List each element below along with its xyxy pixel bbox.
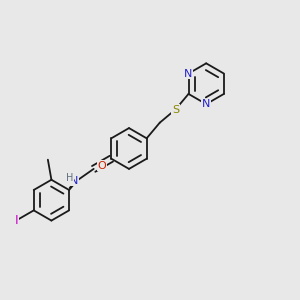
Text: I: I — [14, 214, 18, 227]
Text: N: N — [202, 99, 210, 109]
Text: S: S — [172, 105, 179, 115]
Text: N: N — [184, 68, 193, 79]
Text: N: N — [70, 176, 79, 186]
Text: H: H — [66, 173, 73, 183]
Text: O: O — [98, 161, 106, 171]
